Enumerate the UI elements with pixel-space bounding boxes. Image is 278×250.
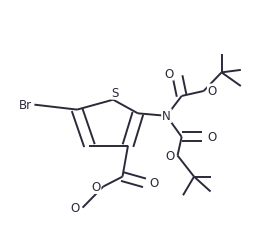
Text: O: O — [164, 67, 173, 80]
Text: O: O — [71, 201, 80, 214]
Text: O: O — [208, 85, 217, 98]
Text: S: S — [112, 86, 119, 99]
Text: N: N — [162, 110, 171, 123]
Text: O: O — [207, 131, 217, 144]
Text: O: O — [165, 150, 175, 162]
Text: O: O — [91, 180, 100, 193]
Text: Br: Br — [19, 99, 32, 112]
Text: O: O — [150, 177, 159, 190]
